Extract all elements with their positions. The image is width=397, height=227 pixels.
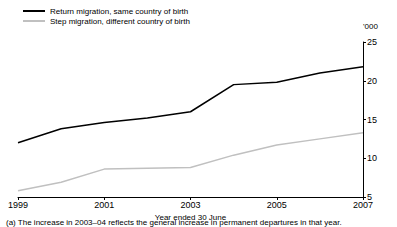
svg-text:25: 25 xyxy=(367,37,377,47)
svg-text:20: 20 xyxy=(367,76,377,86)
svg-text:(a) The increase in 2003–04 re: (a) The increase in 2003–04 reflects the… xyxy=(6,217,342,227)
svg-text:2007: 2007 xyxy=(353,200,373,210)
svg-text:Return migration, same country: Return migration, same country of birth xyxy=(50,7,188,16)
svg-text:2001: 2001 xyxy=(94,200,114,210)
svg-text:15: 15 xyxy=(367,115,377,125)
svg-text:5: 5 xyxy=(367,192,372,202)
svg-text:2003: 2003 xyxy=(180,200,200,210)
svg-text:'000: '000 xyxy=(363,22,378,31)
svg-text:Year ended 30 June: Year ended 30 June xyxy=(155,213,227,222)
svg-text:1999: 1999 xyxy=(8,200,28,210)
svg-text:10: 10 xyxy=(367,153,377,163)
svg-text:2005: 2005 xyxy=(267,200,287,210)
svg-text:Step migration, different coun: Step migration, different country of bir… xyxy=(50,17,190,26)
